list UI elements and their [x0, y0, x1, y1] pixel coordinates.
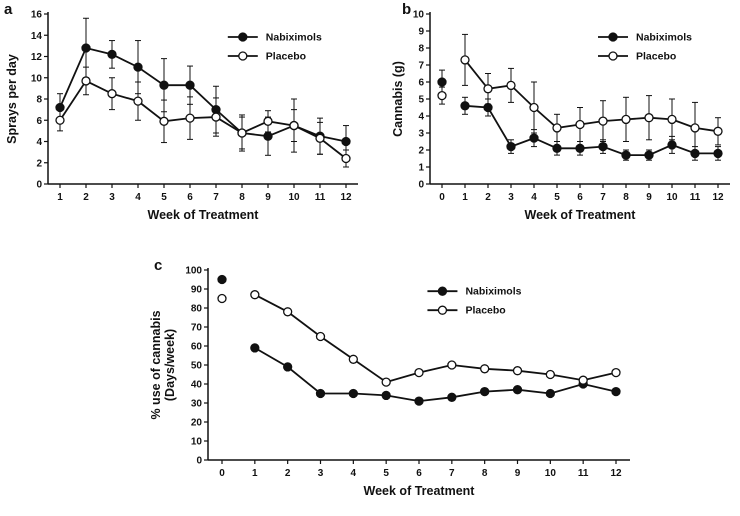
svg-text:% use of cannabis: % use of cannabis	[149, 310, 163, 419]
svg-text:1: 1	[418, 163, 424, 174]
svg-text:8: 8	[418, 44, 424, 55]
svg-text:0: 0	[36, 180, 42, 191]
svg-text:Week of Treatment: Week of Treatment	[525, 208, 637, 222]
svg-text:(Days/week): (Days/week)	[163, 329, 177, 401]
svg-text:8: 8	[482, 468, 488, 479]
svg-text:2: 2	[83, 192, 89, 203]
svg-text:0: 0	[219, 468, 225, 479]
panel-c: c 0 10 20 30 40 50 60 70 80 90 100 0 1 2 3 4 5 6 7 8 9 10 11 12…	[148, 258, 644, 514]
svg-text:20: 20	[191, 418, 203, 429]
svg-text:5: 5	[383, 468, 389, 479]
svg-text:11: 11	[315, 192, 326, 203]
svg-text:6: 6	[187, 192, 193, 203]
svg-text:6: 6	[36, 116, 42, 127]
svg-text:11: 11	[690, 192, 701, 203]
svg-text:2: 2	[418, 146, 424, 157]
svg-text:10: 10	[191, 437, 203, 448]
svg-text:50: 50	[191, 361, 203, 372]
svg-text:4: 4	[531, 192, 537, 203]
svg-text:8: 8	[239, 192, 245, 203]
svg-text:12: 12	[712, 192, 724, 203]
svg-text:10: 10	[545, 468, 557, 479]
svg-text:8: 8	[36, 95, 42, 106]
svg-text:80: 80	[191, 304, 203, 315]
svg-text:2: 2	[285, 468, 291, 479]
svg-text:1: 1	[462, 192, 468, 203]
svg-text:5: 5	[418, 95, 424, 106]
svg-text:Placebo: Placebo	[636, 51, 676, 63]
svg-text:12: 12	[610, 468, 622, 479]
svg-text:5: 5	[161, 192, 167, 203]
svg-text:3: 3	[418, 129, 424, 140]
svg-text:0: 0	[196, 456, 202, 467]
svg-text:Nabiximols: Nabiximols	[636, 32, 692, 44]
svg-text:Nabiximols: Nabiximols	[465, 286, 521, 298]
panel-b-letter: b	[402, 1, 412, 18]
svg-text:9: 9	[418, 27, 424, 38]
svg-text:100: 100	[185, 266, 202, 277]
svg-text:11: 11	[578, 468, 589, 479]
svg-text:4: 4	[351, 468, 357, 479]
svg-text:1: 1	[252, 468, 258, 479]
panel-a-letter: a	[4, 1, 13, 18]
svg-text:10: 10	[288, 192, 300, 203]
svg-text:7: 7	[449, 468, 455, 479]
svg-text:10: 10	[31, 73, 43, 84]
svg-text:30: 30	[191, 399, 203, 410]
svg-text:60: 60	[191, 342, 203, 353]
svg-text:7: 7	[600, 192, 606, 203]
svg-text:Week of Treatment: Week of Treatment	[148, 208, 260, 222]
svg-text:7: 7	[213, 192, 219, 203]
svg-text:9: 9	[646, 192, 652, 203]
svg-text:9: 9	[515, 468, 521, 479]
svg-text:90: 90	[191, 285, 203, 296]
svg-text:Nabiximols: Nabiximols	[266, 32, 322, 44]
svg-text:3: 3	[508, 192, 514, 203]
svg-text:6: 6	[418, 78, 424, 89]
svg-text:0: 0	[439, 192, 445, 203]
svg-text:3: 3	[109, 192, 115, 203]
svg-text:4: 4	[36, 137, 42, 148]
svg-text:70: 70	[191, 323, 203, 334]
svg-text:5: 5	[554, 192, 560, 203]
svg-text:4: 4	[135, 192, 141, 203]
svg-text:Cannabis (g): Cannabis (g)	[391, 61, 405, 137]
svg-text:3: 3	[318, 468, 324, 479]
svg-text:10: 10	[666, 192, 678, 203]
svg-text:40: 40	[191, 380, 203, 391]
svg-text:2: 2	[485, 192, 491, 203]
svg-text:Week of Treatment: Week of Treatment	[364, 484, 476, 498]
svg-text:6: 6	[577, 192, 583, 203]
panel-c-letter: c	[154, 257, 163, 274]
svg-text:9: 9	[265, 192, 271, 203]
svg-text:2: 2	[36, 158, 42, 169]
svg-text:Placebo: Placebo	[465, 305, 505, 317]
svg-text:12: 12	[31, 52, 43, 63]
panel-a: a 0 2 4 6 8 10 12 14 16 1 2 3 4 5 6 7 8 9 10 11 12 Week of Tr…	[4, 2, 370, 236]
svg-text:0: 0	[418, 180, 424, 191]
svg-text:16: 16	[31, 10, 43, 21]
svg-text:Placebo: Placebo	[266, 51, 306, 63]
svg-text:Sprays per day: Sprays per day	[5, 54, 19, 144]
svg-text:10: 10	[413, 10, 425, 21]
svg-text:12: 12	[340, 192, 352, 203]
svg-text:1: 1	[57, 192, 63, 203]
panel-b: b 0 1 2 3 4 5 6 7 8 9 10 0 1 2 3 4 5 6 7 8 9 10 11 12 Week of Tr…	[390, 2, 738, 236]
svg-text:4: 4	[418, 112, 424, 123]
svg-text:14: 14	[31, 31, 43, 42]
svg-text:6: 6	[416, 468, 422, 479]
svg-text:8: 8	[623, 192, 629, 203]
svg-text:7: 7	[418, 61, 424, 72]
